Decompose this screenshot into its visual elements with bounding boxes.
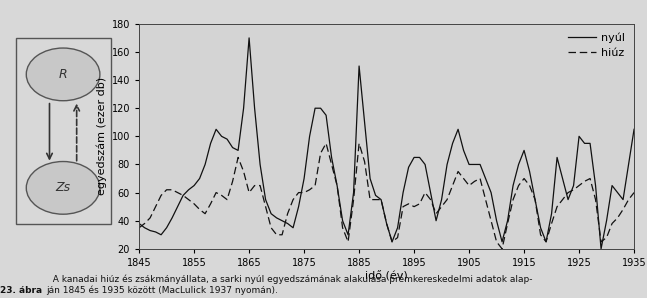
nyúl — [558, 177, 566, 180]
Legend: nyúl, hiúz: nyúl, hiúz — [564, 30, 628, 61]
Bar — [16, 38, 111, 224]
Text: R: R — [59, 68, 67, 81]
Line: nyúl: nyúl — [139, 38, 634, 249]
hiúz — [195, 208, 203, 211]
Y-axis label: egyedszám (ezer db): egyedszám (ezer db) — [97, 77, 107, 195]
nyúl — [426, 191, 434, 194]
Text: 23. ábra: 23. ábra — [0, 286, 42, 295]
nyúl — [256, 163, 264, 166]
Text: A kanadai hiúz és zsákmányállata, a sarki nyúl egyedszámának alakulása prémkeres: A kanadai hiúz és zsákmányállata, a sark… — [47, 274, 532, 295]
hiúz — [250, 184, 258, 187]
nyúl — [135, 222, 143, 225]
nyúl — [597, 247, 605, 251]
nyúl — [245, 36, 253, 40]
Ellipse shape — [27, 48, 100, 101]
X-axis label: idő (év): idő (év) — [365, 271, 408, 281]
nyúl — [624, 163, 632, 166]
nyúl — [267, 212, 275, 215]
nyúl — [195, 177, 203, 180]
Line: hiúz: hiúz — [139, 143, 634, 249]
Text: Zs: Zs — [56, 181, 71, 194]
hiúz — [630, 191, 638, 194]
hiúz — [426, 198, 434, 201]
nyúl — [630, 128, 638, 131]
hiúz — [624, 198, 632, 201]
hiúz — [498, 247, 506, 251]
Ellipse shape — [27, 162, 100, 214]
hiúz — [564, 191, 572, 194]
hiúz — [135, 226, 143, 229]
hiúz — [261, 205, 269, 208]
hiúz — [322, 142, 330, 145]
